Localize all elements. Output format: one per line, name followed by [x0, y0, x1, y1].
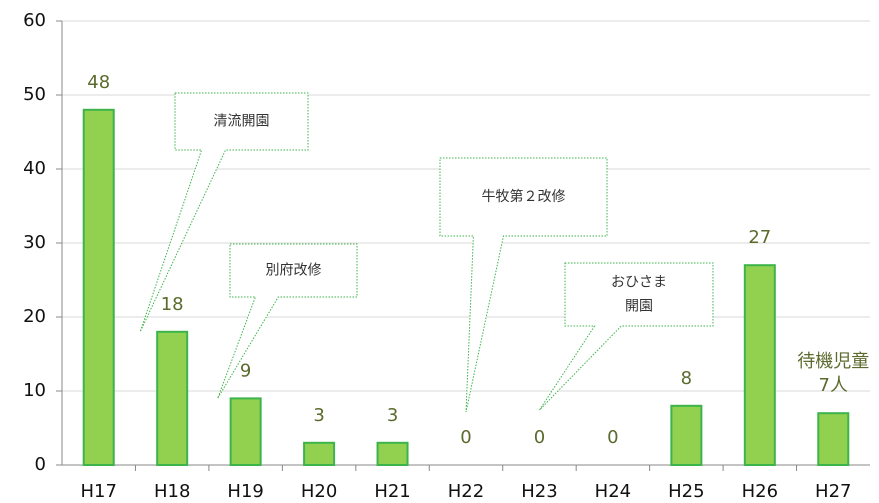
x-tick-label: H25 — [668, 481, 704, 502]
value-label: 0 — [534, 427, 545, 448]
callout-text: 牛牧第２改修 — [482, 188, 566, 205]
value-label: 0 — [607, 427, 618, 448]
bar — [156, 330, 189, 466]
x-tick-label: H27 — [815, 481, 851, 502]
y-tick-label: 0 — [35, 454, 46, 475]
bar — [376, 441, 409, 466]
y-tick-label: 30 — [23, 232, 46, 253]
value-label: 0 — [460, 427, 471, 448]
value-label: 8 — [681, 368, 692, 389]
bar — [229, 397, 262, 466]
value-label: 3 — [387, 405, 398, 426]
callout — [539, 262, 714, 411]
x-tick-label: H22 — [448, 481, 484, 502]
x-tick-label: H26 — [742, 481, 778, 502]
bar — [670, 404, 703, 466]
value-label: 18 — [161, 294, 184, 315]
callout — [139, 92, 309, 333]
value-label: 48 — [87, 72, 110, 93]
x-tick-label: H24 — [595, 481, 631, 502]
x-tick-label: H19 — [227, 481, 263, 502]
x-tick-label: H18 — [154, 481, 190, 502]
callout-text: おひさま開園 — [611, 275, 667, 315]
value-label: 3 — [313, 405, 324, 426]
bar — [817, 412, 850, 467]
callout-text: 別府改修 — [266, 263, 322, 279]
x-tick-label: H23 — [521, 481, 557, 502]
bar — [743, 264, 776, 467]
x-tick-label: H17 — [81, 481, 117, 502]
callout — [217, 243, 358, 399]
bar — [82, 108, 115, 467]
callout — [439, 157, 608, 413]
value-label: 待機児童 7人 — [797, 351, 869, 396]
value-label: 9 — [240, 360, 251, 381]
bar — [303, 441, 336, 466]
y-tick-label: 20 — [23, 306, 46, 327]
callout-text: 清流開園 — [214, 114, 270, 130]
y-tick-label: 60 — [23, 10, 46, 31]
y-tick-label: 40 — [23, 158, 46, 179]
value-label: 27 — [748, 227, 771, 248]
y-tick-label: 10 — [23, 380, 46, 401]
x-tick-label: H20 — [301, 481, 337, 502]
y-tick-label: 50 — [23, 84, 46, 105]
x-tick-label: H21 — [374, 481, 410, 502]
